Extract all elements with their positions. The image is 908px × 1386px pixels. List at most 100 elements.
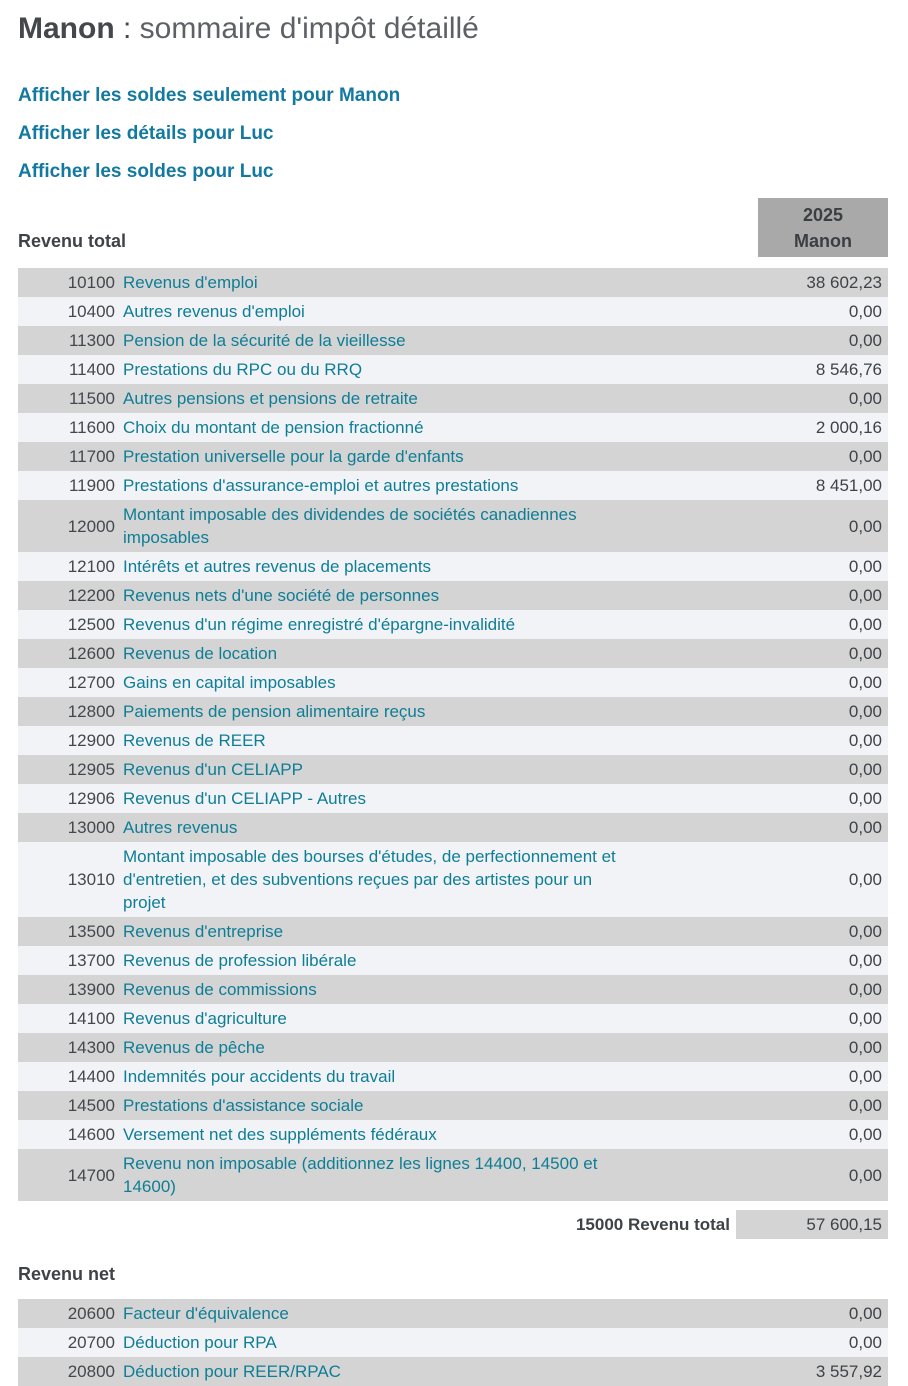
line-description-link[interactable]: Revenus de commissions <box>123 980 317 999</box>
line-number: 12600 <box>67 644 115 663</box>
line-number: 11400 <box>68 360 115 379</box>
line-number: 12000 <box>67 516 115 536</box>
line-number: 12700 <box>67 673 115 692</box>
line-description-link[interactable]: Revenu non imposable (additionnez les li… <box>123 1154 598 1196</box>
line-amount: 0,00 <box>848 331 882 350</box>
line-number: 14600 <box>67 1125 115 1144</box>
line-description-link[interactable]: Autres revenus d'emploi <box>123 302 305 321</box>
line-description-link[interactable]: Pension de la sécurité de la vieillesse <box>123 331 406 350</box>
line-number: 14700 <box>67 1165 115 1185</box>
line-number: 11700 <box>68 447 115 466</box>
line-description-link[interactable]: Revenus d'emploi <box>123 273 258 292</box>
line-description-link[interactable]: Autres pensions et pensions de retraite <box>123 389 418 408</box>
table-row: 12600 Revenus de location 0,00 <box>18 639 888 668</box>
line-amount: 0,00 <box>848 516 882 536</box>
table-row: 13500 Revenus d'entreprise 0,00 <box>18 917 888 946</box>
table-row: 13000 Autres revenus 0,00 <box>18 813 888 842</box>
table-row: 12905 Revenus d'un CELIAPP 0,00 <box>18 755 888 784</box>
line-amount: 0,00 <box>848 870 882 889</box>
page-title-separator: : <box>114 12 140 45</box>
line-description-link[interactable]: Prestations du RPC ou du RRQ <box>123 360 363 379</box>
line-description-link[interactable]: Montant imposable des bourses d'études, … <box>123 847 616 912</box>
line-amount: 3 557,92 <box>815 1362 882 1381</box>
table-row: 11700 Prestation universelle pour la gard… <box>18 442 888 471</box>
table-row: 14700 Revenu non imposable (additionnez l… <box>18 1149 888 1201</box>
line-description-link[interactable]: Déduction pour RPA <box>123 1333 277 1352</box>
table-row: 20800 Déduction pour REER/RPAC 3 557,92 <box>18 1357 888 1386</box>
line-amount: 0,00 <box>848 557 882 576</box>
line-amount: 0,00 <box>848 760 882 779</box>
line-description-link[interactable]: Revenus de REER <box>123 731 266 750</box>
line-description-link[interactable]: Revenus d'agriculture <box>123 1009 287 1028</box>
revenu-net-table: 20600 Facteur d'équivalence 0,00 20700 Déduc… <box>18 1299 888 1386</box>
line-description-link[interactable]: Revenus d'un régime enregistré d'épargne… <box>123 615 516 634</box>
revenu-total-table: 10100 Revenus d'emploi 38 602,23 10400 Autre… <box>18 268 888 1201</box>
page-title-person: Manon <box>18 12 115 45</box>
line-description-link[interactable]: Revenus de profession libérale <box>123 951 357 970</box>
line-number: 14400 <box>67 1067 115 1086</box>
table-row: 10100 Revenus d'emploi 38 602,23 <box>18 268 888 297</box>
line-description-link[interactable]: Indemnités pour accidents du travail <box>123 1067 396 1086</box>
line-description-link[interactable]: Revenus d'entreprise <box>123 922 284 941</box>
link-show-balances-luc[interactable]: Afficher les soldes pour Luc <box>18 161 274 182</box>
link-show-balances-manon[interactable]: Afficher les soldes seulement pour Manon <box>18 85 401 106</box>
line-description-link[interactable]: Autres revenus <box>123 818 238 837</box>
line-description-link[interactable]: Versement net des suppléments fédéraux <box>123 1125 437 1144</box>
line-description-link[interactable]: Paiements de pension alimentaire reçus <box>123 702 426 721</box>
line-description-link[interactable]: Revenus de pêche <box>123 1038 265 1057</box>
line-description-link[interactable]: Prestations d'assurance-emploi et autres… <box>123 476 519 495</box>
line-amount: 0,00 <box>848 586 882 605</box>
line-amount: 0,00 <box>848 951 882 970</box>
table-row: 12200 Revenus nets d'une société de perso… <box>18 581 888 610</box>
line-description-link[interactable]: Intérêts et autres revenus de placements <box>123 557 432 576</box>
table-row: 14400 Indemnités pour accidents du travai… <box>18 1062 888 1091</box>
line-number: 12200 <box>67 586 115 605</box>
line-number: 13700 <box>67 951 115 970</box>
line-number: 10400 <box>67 302 115 321</box>
line-description-link[interactable]: Revenus d'un CELIAPP - Autres <box>123 789 366 808</box>
line-description-link[interactable]: Montant imposable des dividendes de soci… <box>123 505 577 547</box>
table-row: 14600 Versement net des suppléments fédér… <box>18 1120 888 1149</box>
line-number: 12905 <box>67 760 115 779</box>
table-row: 11300 Pension de la sécurité de la vieill… <box>18 326 888 355</box>
line-amount: 2 000,16 <box>815 418 882 437</box>
line-amount: 0,00 <box>848 731 882 750</box>
section-header-revenu-net: Revenu net <box>18 1264 116 1284</box>
link-show-details-luc[interactable]: Afficher les détails pour Luc <box>18 123 274 144</box>
line-description-link[interactable]: Prestations d'assistance sociale <box>123 1096 364 1115</box>
line-description-link[interactable]: Revenus d'un CELIAPP <box>123 760 303 779</box>
line-description-link[interactable]: Revenus de location <box>123 644 278 663</box>
table-row: 12700 Gains en capital imposables 0,00 <box>18 668 888 697</box>
line-description-link[interactable]: Facteur d'équivalence <box>123 1304 289 1323</box>
table-header: Revenu total 2025 Manon <box>18 198 888 268</box>
line-amount: 38 602,23 <box>806 273 882 292</box>
line-amount: 0,00 <box>848 818 882 837</box>
summary-view-links: Afficher les soldes seulement pour Manon… <box>18 84 888 183</box>
total-row: 15000 Revenu total 57 600,15 <box>18 1210 888 1239</box>
column-header-year: 2025 <box>802 204 844 225</box>
line-number: 10100 <box>67 273 115 292</box>
line-amount: 0,00 <box>848 789 882 808</box>
line-number: 11900 <box>68 476 115 495</box>
column-header-person: Manon <box>794 230 852 251</box>
table-row: 10400 Autres revenus d'emploi 0,00 <box>18 297 888 326</box>
table-row: 14500 Prestations d'assistance sociale 0,0… <box>18 1091 888 1120</box>
line-number: 14300 <box>67 1038 115 1057</box>
line-number: 13010 <box>67 870 115 889</box>
total-row-amount: 57 600,15 <box>736 1210 888 1239</box>
line-number: 12800 <box>67 702 115 721</box>
line-number: 13000 <box>67 818 115 837</box>
line-number: 11600 <box>68 418 115 437</box>
line-amount: 0,00 <box>848 1067 882 1086</box>
table-row: 12000 Montant imposable des dividendes de… <box>18 500 888 552</box>
line-description-link[interactable]: Déduction pour REER/RPAC <box>123 1362 341 1381</box>
line-number: 13500 <box>67 922 115 941</box>
line-description-link[interactable]: Choix du montant de pension fractionné <box>123 418 424 437</box>
line-description-link[interactable]: Prestation universelle pour la garde d'e… <box>123 447 464 466</box>
line-description-link[interactable]: Revenus nets d'une société de personnes <box>123 586 440 605</box>
line-description-link[interactable]: Gains en capital imposables <box>123 673 336 692</box>
line-amount: 0,00 <box>848 615 882 634</box>
table-row: 11900 Prestations d'assurance-emploi et a… <box>18 471 888 500</box>
line-number: 12906 <box>67 789 115 808</box>
